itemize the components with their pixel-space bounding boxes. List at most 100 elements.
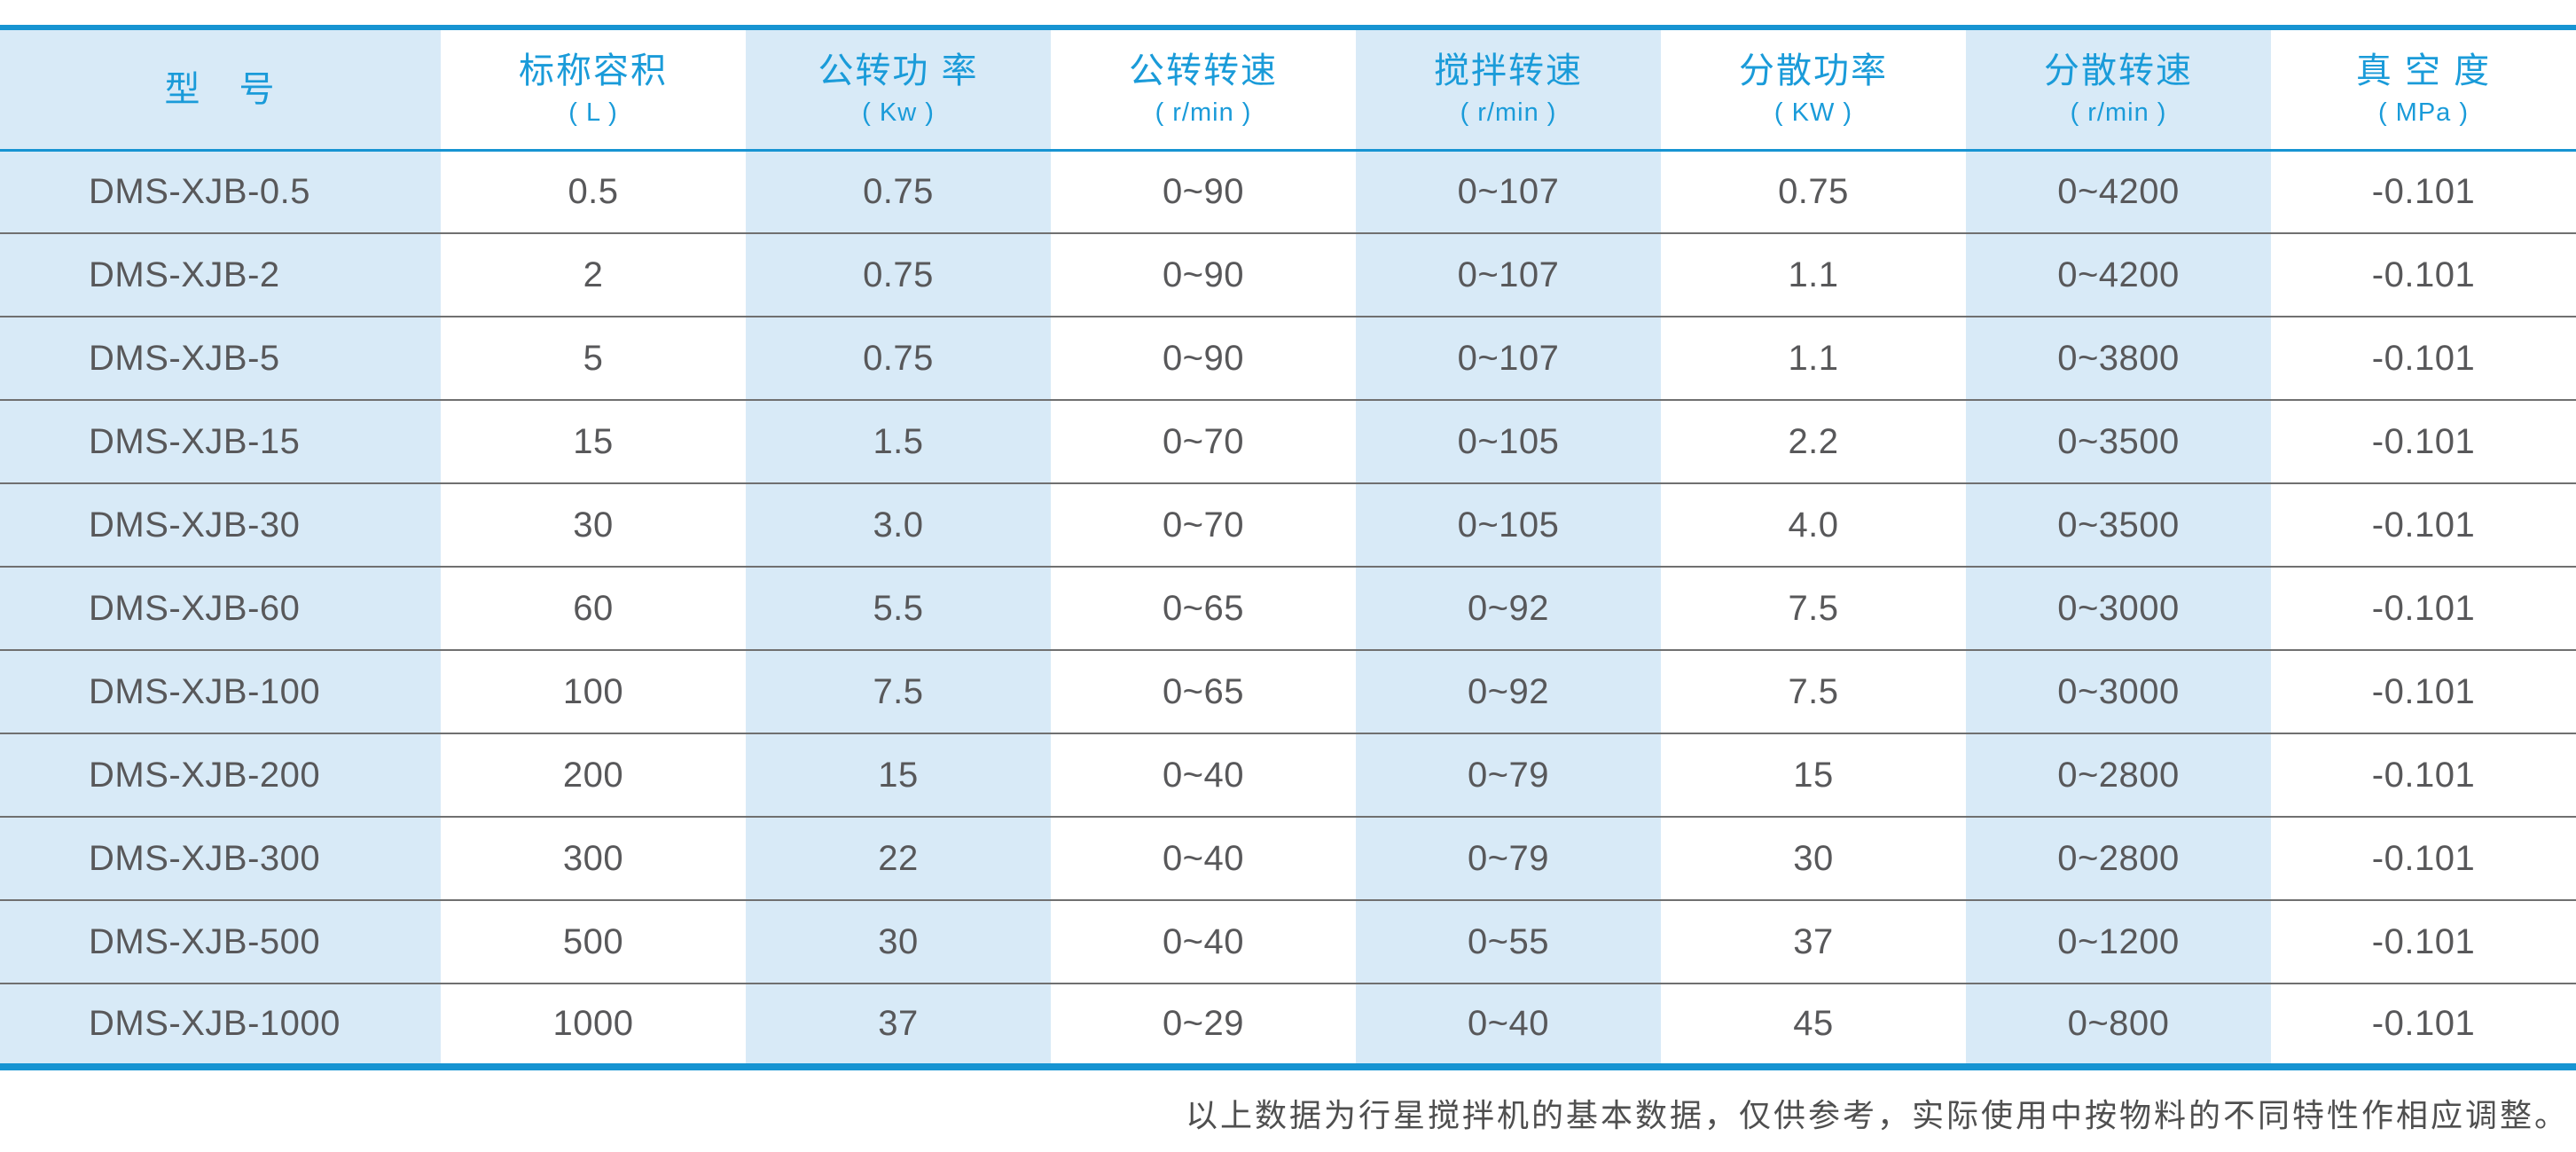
value-cell: 22 [878, 838, 919, 878]
value-cell: 1.5 [873, 421, 924, 461]
value-cell: 5.5 [873, 588, 924, 628]
value-cell: 0.75 [863, 255, 934, 294]
table-row: DMS-XJB-30 30 3.0 0~70 0~105 4.0 0~3500 -0.101 [0, 483, 2576, 567]
value-cell: 0~90 [1162, 255, 1245, 294]
model-cell: DMS-XJB-2 [89, 255, 280, 294]
table-row: DMS-XJB-15 15 1.5 0~70 0~105 2.2 0~3500 -0.101 [0, 400, 2576, 483]
value-cell: 0~800 [2067, 1004, 2170, 1043]
value-cell: 1.1 [1788, 255, 1839, 294]
value-cell: 30 [1793, 838, 1834, 878]
value-cell: 4.0 [1788, 505, 1839, 545]
value-cell: 15 [573, 421, 614, 461]
value-cell: -0.101 [2371, 671, 2476, 711]
column-title: 公转功 率 [818, 51, 979, 91]
value-cell: 60 [573, 588, 614, 628]
value-cell: -0.101 [2371, 505, 2476, 545]
value-cell: 0~40 [1467, 1004, 1550, 1043]
model-cell: DMS-XJB-1000 [89, 1004, 341, 1043]
value-cell: 0~92 [1467, 588, 1550, 628]
column-title: 分散转速 [2044, 51, 2193, 91]
value-cell: 7.5 [1788, 671, 1839, 711]
model-cell: DMS-XJB-15 [89, 421, 301, 461]
column-unit: ( r/min ) [1460, 98, 1557, 128]
column-title: 搅拌转速 [1434, 51, 1583, 91]
model-cell: DMS-XJB-200 [89, 755, 321, 795]
header-row: 型 号 标称容积 ( L ) 公转功 率 ( Kw ) 公转转速 ( r/min… [0, 27, 2576, 150]
table-row: DMS-XJB-300 300 22 0~40 0~79 30 0~2800 -0.101 [0, 817, 2576, 900]
footnote: 以上数据为行星搅拌机的基本数据，仅供参考，实际使用中按物料的不同特性作相应调整。 [1185, 1098, 2569, 1133]
value-cell: -0.101 [2371, 255, 2476, 294]
value-cell: 0.75 [1778, 171, 1849, 211]
value-cell: 1.1 [1788, 338, 1839, 378]
table-row: DMS-XJB-100 100 7.5 0~65 0~92 7.5 0~3000 -0.101 [0, 650, 2576, 733]
col-header-revolution-speed: 公转转速 ( r/min ) [1051, 27, 1356, 150]
col-header-vacuum-degree: 真 空 度 ( MPa ) [2271, 27, 2576, 150]
value-cell: 5 [583, 338, 604, 378]
value-cell: 300 [562, 838, 624, 878]
model-cell: DMS-XJB-500 [89, 921, 321, 961]
value-cell: 0~3500 [2057, 505, 2180, 545]
value-cell: 0~3500 [2057, 421, 2180, 461]
value-cell: 0.75 [863, 171, 934, 211]
col-header-nominal-volume: 标称容积 ( L ) [441, 27, 746, 150]
column-unit: ( KW ) [1773, 98, 1853, 128]
value-cell: -0.101 [2371, 755, 2476, 795]
value-cell: -0.101 [2371, 838, 2476, 878]
value-cell: 0~92 [1467, 671, 1550, 711]
column-unit: ( r/min ) [2070, 98, 2167, 128]
column-title: 分散功率 [1739, 51, 1888, 91]
column-unit: ( L ) [568, 98, 618, 128]
value-cell: -0.101 [2371, 338, 2476, 378]
value-cell: 45 [1793, 1004, 1834, 1043]
column-title: 公转转速 [1129, 51, 1278, 91]
value-cell: 0~55 [1467, 921, 1550, 961]
column-unit: ( r/min ) [1155, 98, 1252, 128]
column-title: 真 空 度 [2355, 51, 2492, 91]
value-cell: 0.5 [568, 171, 619, 211]
value-cell: 30 [573, 505, 614, 545]
value-cell: 0~90 [1162, 171, 1245, 211]
value-cell: 0~107 [1457, 255, 1560, 294]
value-cell: -0.101 [2371, 1004, 2476, 1043]
value-cell: 2.2 [1788, 421, 1839, 461]
spec-table: 型 号 标称容积 ( L ) 公转功 率 ( Kw ) 公转转速 ( r/min… [0, 25, 2576, 1070]
value-cell: 0~2800 [2057, 838, 2180, 878]
value-cell: 0~40 [1162, 921, 1245, 961]
value-cell: 7.5 [873, 671, 924, 711]
value-cell: 0~3000 [2057, 588, 2180, 628]
table-row: DMS-XJB-200 200 15 0~40 0~79 15 0~2800 -0.101 [0, 733, 2576, 817]
value-cell: 0~70 [1162, 505, 1245, 545]
value-cell: 0~105 [1457, 505, 1560, 545]
col-header-model: 型 号 [0, 27, 441, 150]
model-cell: DMS-XJB-5 [89, 338, 280, 378]
value-cell: 37 [1793, 921, 1834, 961]
value-cell: 7.5 [1788, 588, 1839, 628]
value-cell: 30 [878, 921, 919, 961]
value-cell: 0~70 [1162, 421, 1245, 461]
spec-table-body: DMS-XJB-0.5 0.5 0.75 0~90 0~107 0.75 0~4200 -0.… [0, 150, 2576, 1067]
value-cell: 0~79 [1467, 755, 1550, 795]
value-cell: 100 [562, 671, 624, 711]
table-row: DMS-XJB-60 60 5.5 0~65 0~92 7.5 0~3000 -0.101 [0, 567, 2576, 650]
table-row: DMS-XJB-1000 1000 37 0~29 0~40 45 0~800 -0.101 [0, 984, 2576, 1067]
value-cell: 0~29 [1162, 1004, 1245, 1043]
value-cell: 37 [878, 1004, 919, 1043]
col-header-revolution-power: 公转功 率 ( Kw ) [746, 27, 1051, 150]
value-cell: 0~4200 [2057, 255, 2180, 294]
value-cell: 15 [878, 755, 919, 795]
value-cell: 500 [562, 921, 624, 961]
value-cell: 0.75 [863, 338, 934, 378]
model-cell: DMS-XJB-60 [89, 588, 301, 628]
column-title: 型 号 [164, 69, 277, 109]
table-row: DMS-XJB-5 5 0.75 0~90 0~107 1.1 0~3800 -0.101 [0, 317, 2576, 400]
value-cell: 3.0 [873, 505, 924, 545]
model-cell: DMS-XJB-0.5 [89, 171, 310, 211]
value-cell: 0~105 [1457, 421, 1560, 461]
value-cell: 15 [1793, 755, 1834, 795]
value-cell: 0~107 [1457, 338, 1560, 378]
value-cell: 0~40 [1162, 755, 1245, 795]
value-cell: 0~65 [1162, 671, 1245, 711]
value-cell: -0.101 [2371, 171, 2476, 211]
value-cell: 0~65 [1162, 588, 1245, 628]
